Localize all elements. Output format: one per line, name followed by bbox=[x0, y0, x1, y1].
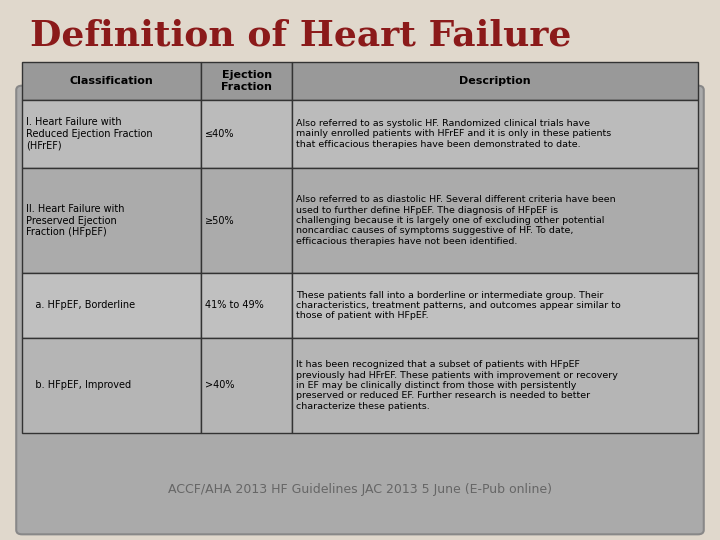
Text: I. Heart Failure with
Reduced Ejection Fraction
(HFrEF): I. Heart Failure with Reduced Ejection F… bbox=[26, 117, 153, 151]
Bar bbox=[292, 62, 698, 100]
Bar bbox=[22, 62, 201, 100]
Text: These patients fall into a borderline or intermediate group. Their
characteristi: These patients fall into a borderline or… bbox=[297, 291, 621, 320]
Bar bbox=[292, 100, 698, 168]
Text: Also referred to as diastolic HF. Several different criteria have been
used to f: Also referred to as diastolic HF. Severa… bbox=[297, 195, 616, 246]
Bar bbox=[22, 338, 201, 433]
Text: Classification: Classification bbox=[70, 76, 153, 86]
Bar bbox=[22, 100, 201, 168]
Bar bbox=[201, 168, 292, 273]
Text: It has been recognized that a subset of patients with HFpEF
previously had HFrEF: It has been recognized that a subset of … bbox=[297, 360, 618, 411]
Text: II. Heart Failure with
Preserved Ejection
Fraction (HFpEF): II. Heart Failure with Preserved Ejectio… bbox=[26, 204, 125, 237]
Text: 41% to 49%: 41% to 49% bbox=[205, 300, 264, 310]
Bar bbox=[292, 273, 698, 338]
Bar bbox=[201, 338, 292, 433]
FancyBboxPatch shape bbox=[17, 86, 703, 534]
Text: ≥50%: ≥50% bbox=[205, 215, 235, 226]
Text: Definition of Heart Failure: Definition of Heart Failure bbox=[30, 18, 572, 52]
Bar bbox=[22, 168, 201, 273]
Text: Ejection
Fraction: Ejection Fraction bbox=[221, 70, 272, 92]
Text: Description: Description bbox=[459, 76, 531, 86]
Text: ≤40%: ≤40% bbox=[205, 129, 235, 139]
Text: Also referred to as systolic HF. Randomized clinical trials have
mainly enrolled: Also referred to as systolic HF. Randomi… bbox=[297, 119, 612, 149]
Bar bbox=[292, 168, 698, 273]
Bar bbox=[22, 273, 201, 338]
Text: >40%: >40% bbox=[205, 381, 235, 390]
Bar bbox=[201, 273, 292, 338]
Bar bbox=[201, 100, 292, 168]
Bar bbox=[201, 62, 292, 100]
Bar bbox=[292, 338, 698, 433]
Text: b. HFpEF, Improved: b. HFpEF, Improved bbox=[26, 381, 131, 390]
Text: ACCF/AHA 2013 HF Guidelines JAC 2013 5 June (E-Pub online): ACCF/AHA 2013 HF Guidelines JAC 2013 5 J… bbox=[168, 483, 552, 496]
Text: a. HFpEF, Borderline: a. HFpEF, Borderline bbox=[26, 300, 135, 310]
